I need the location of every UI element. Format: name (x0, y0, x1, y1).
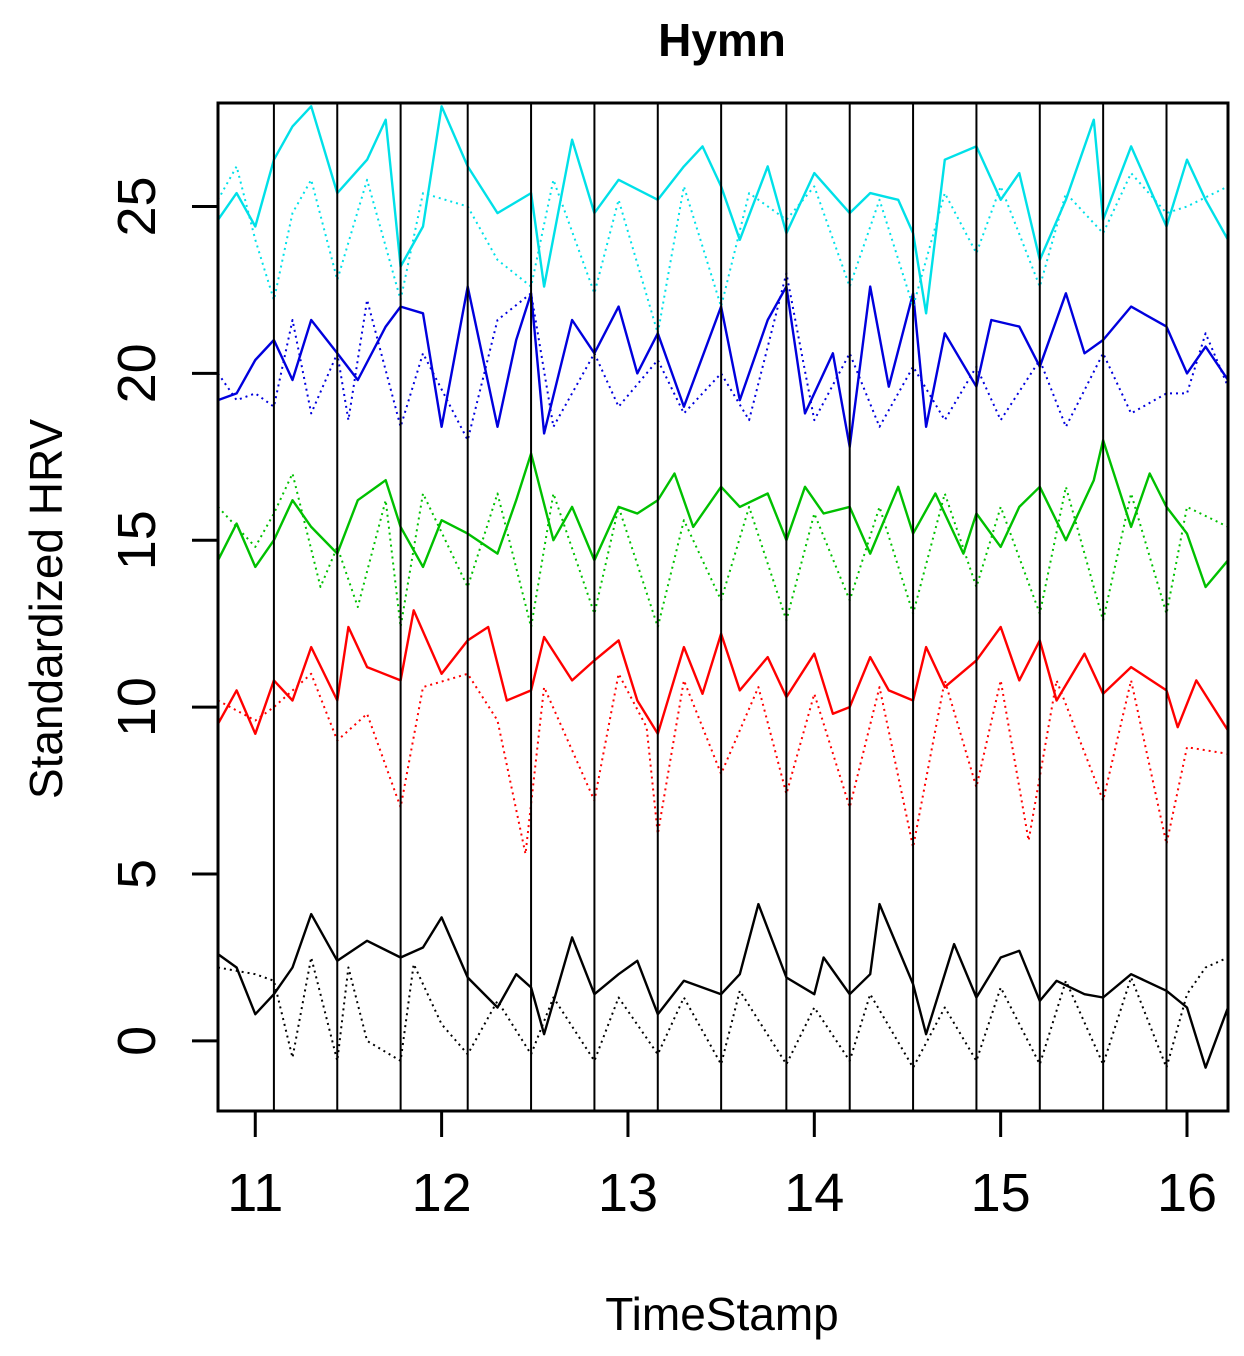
x-tick-label: 13 (598, 1163, 658, 1223)
series-line-ff0000-solid (216, 609, 1230, 735)
y-tick-label: 25 (107, 176, 167, 236)
x-tick-label: 14 (784, 1163, 844, 1223)
x-tick-label: 12 (412, 1163, 472, 1223)
y-tick-label: 5 (107, 859, 167, 889)
x-axis-label: TimeStamp (605, 1288, 838, 1340)
x-tick-label: 15 (971, 1163, 1031, 1223)
y-axis: 0 5 10 15 20 25 (107, 176, 218, 1056)
plot-frame (216, 101, 1230, 1113)
x-tick-label: 11 (227, 1163, 283, 1223)
series-line-00e0e8-solid (217, 105, 1230, 315)
chart-title: Hymn (658, 14, 786, 66)
series-line-00c000-dotted (217, 472, 1229, 628)
x-axis: 11 12 13 14 15 16 (227, 1111, 1217, 1223)
series-line-00c000-solid (216, 438, 1229, 589)
y-axis-label: Standardized HRV (20, 419, 72, 799)
x-tick-label: 16 (1157, 1163, 1217, 1223)
y-tick-label: 20 (107, 343, 167, 403)
y-tick-label: 0 (107, 1026, 167, 1056)
series-line-00e0e8-dotted (217, 165, 1229, 335)
y-tick-label: 10 (107, 677, 167, 737)
series-line-000000-dotted (217, 956, 1229, 1069)
series-line-000000-solid (217, 902, 1230, 1069)
plot-area (216, 101, 1230, 1113)
series-line-0000dd-solid (217, 285, 1229, 448)
series-line-ff0000-dotted (217, 672, 1229, 855)
y-tick-label: 15 (107, 510, 167, 570)
